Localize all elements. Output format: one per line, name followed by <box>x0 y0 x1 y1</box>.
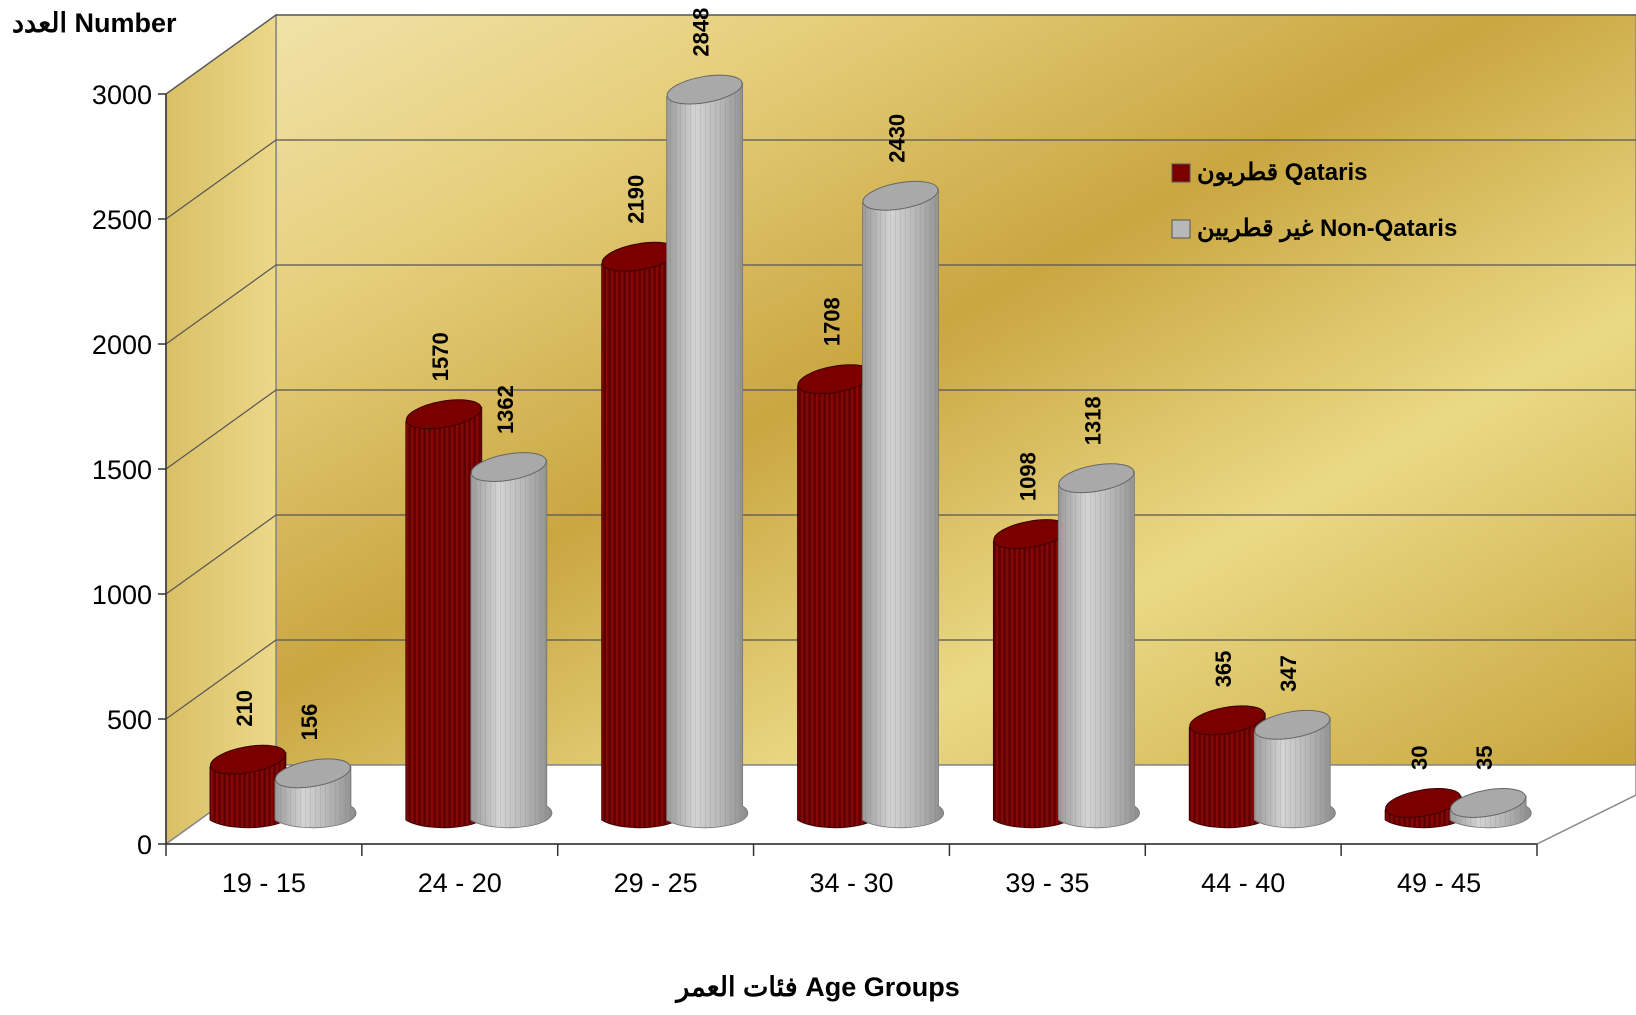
bar-qataris <box>992 519 1075 829</box>
bar-non-qataris <box>1057 463 1140 829</box>
data-label: 1362 <box>493 385 518 434</box>
value-labels: 210 156 1570 1362 2190 2848 1708 2430 1098 1318 36… <box>232 8 1497 770</box>
x-tick-label: 44 - 40 <box>1201 868 1285 898</box>
bar-qataris <box>209 744 292 829</box>
data-label: 2430 <box>885 114 910 163</box>
data-label: 1708 <box>820 297 845 346</box>
y-axis-title: العدد Number <box>12 8 177 38</box>
x-tick-label: 24 - 20 <box>418 868 502 898</box>
data-label: 35 <box>1472 746 1497 770</box>
legend-label: غير قطريين Non-Qataris <box>1197 215 1457 243</box>
data-label: 2190 <box>624 175 649 224</box>
bar-non-qataris <box>862 180 945 829</box>
bar-non-qataris <box>1253 709 1336 829</box>
y-tick-label: 3000 <box>92 80 152 110</box>
gridline-side <box>165 139 277 220</box>
data-label: 30 <box>1407 746 1432 770</box>
y-tick-label: 2500 <box>92 205 152 235</box>
y-axis: 0 500 1000 1500 2000 2500 3000 <box>92 80 167 860</box>
bar-non-qataris <box>1449 788 1532 829</box>
legend-swatch <box>1171 163 1191 183</box>
y-tick-label: 0 <box>137 830 152 860</box>
bars <box>209 74 1532 829</box>
x-tick-label: 29 - 25 <box>614 868 698 898</box>
y-tick-label: 1000 <box>92 580 152 610</box>
gridline-side <box>165 264 277 345</box>
y-tick-label: 500 <box>107 705 152 735</box>
y-tick-label: 1500 <box>92 455 152 485</box>
data-label: 365 <box>1211 651 1236 688</box>
gridline-side <box>165 14 277 95</box>
bar-non-qataris <box>470 452 553 829</box>
data-label: 2848 <box>689 8 714 57</box>
gridline-side <box>165 514 277 595</box>
x-axis: 19 - 15 24 - 20 29 - 25 34 - 30 39 - 35 44 - … <box>165 843 1538 898</box>
data-label: 347 <box>1276 655 1301 692</box>
x-tick-label: 19 - 15 <box>222 868 306 898</box>
y-tick-label: 2000 <box>92 330 152 360</box>
legend-label: قطريون Qataris <box>1197 159 1368 187</box>
legend: قطريون Qataris غير قطريين Non-Qataris <box>1171 159 1457 243</box>
bar-qataris <box>797 364 880 829</box>
data-label: 1318 <box>1080 396 1105 445</box>
bar-non-qataris <box>274 758 357 829</box>
x-tick-label: 49 - 45 <box>1397 868 1481 898</box>
x-axis-title: فئات العمر Age Groups <box>674 972 959 1004</box>
data-label: 156 <box>297 704 322 741</box>
bar-qataris <box>1384 788 1467 829</box>
legend-swatch <box>1171 219 1191 239</box>
x-tick-label: 39 - 35 <box>1005 868 1089 898</box>
data-label: 1098 <box>1015 452 1040 501</box>
bar-qataris <box>1188 705 1271 829</box>
bar-qataris <box>601 241 684 829</box>
bar-qataris <box>405 399 488 829</box>
bar-non-qataris <box>666 74 749 829</box>
x-tick-label: 34 - 30 <box>809 868 893 898</box>
gridline-side <box>165 389 277 470</box>
data-label: 1570 <box>428 332 453 381</box>
data-label: 210 <box>232 690 257 727</box>
gridline-side <box>165 639 277 720</box>
